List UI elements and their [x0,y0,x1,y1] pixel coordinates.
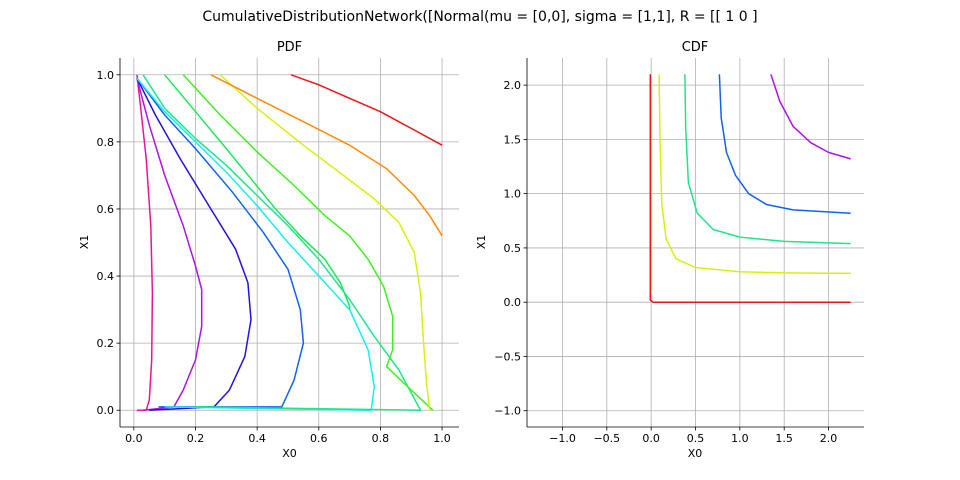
cdf-x-ticks: −1.0 −0.5 0.0 0.5 1.0 1.5 2.0 [549,427,837,445]
cdf-y-axis-label: X1 [475,235,488,250]
pdf-contour-line-3 [136,77,252,411]
figure-title: CumulativeDistributionNetwork([Normal(mu… [202,9,757,25]
cdf-y-tick-label: 0.0 [504,296,522,309]
pdf-y-tick-label: 0.4 [97,270,115,283]
pdf-contour-line-7 [164,74,351,310]
pdf-contour-line-2 [136,77,203,411]
pdf-x-tick-label: 0.6 [310,432,328,445]
cdf-y-tick-label: −1.0 [494,405,521,418]
pdf-contour-line-8 [182,74,434,411]
cdf-x-tick-label: −1.0 [549,432,576,445]
cdf-contour-line-4 [718,74,851,214]
pdf-contour-line-6 [142,74,422,411]
cdf-y-tick-label: 0.5 [504,242,522,255]
cdf-contour-line-1 [649,74,851,303]
cdf-x-tick-label: 2.0 [820,432,838,445]
cdf-contour-line-2 [658,74,851,275]
pdf-contour-line-9 [219,74,431,411]
cdf-y-ticks: −1.0 −0.5 0.0 0.5 1.0 1.5 2.0 [494,79,527,418]
cdf-contour-line-5 [770,74,851,160]
pdf-contour-line-1 [136,74,154,411]
cdf-y-tick-label: −0.5 [494,350,521,363]
pdf-y-tick-label: 0.2 [97,337,115,350]
pdf-y-tick-label: 0.0 [97,404,115,417]
cdf-contours [649,74,851,303]
pdf-axes: PDF 0.0 0.2 0.4 0.6 0.8 1.0 0.0 0.2 0.4 0.6 0.8 1.… [78,40,459,460]
pdf-y-ticks: 0.0 0.2 0.4 0.6 0.8 1.0 [97,69,120,417]
pdf-y-tick-label: 0.8 [97,136,115,149]
cdf-y-tick-label: 1.0 [504,188,522,201]
cdf-axes: CDF −1.0 −0.5 0.0 0.5 1.0 1.5 2.0 −1.0 −0.5 0.0 0… [475,40,864,460]
pdf-y-axis-label: X1 [78,235,91,250]
pdf-contour-line-11 [290,74,443,146]
cdf-x-tick-label: 1.5 [775,432,793,445]
cdf-y-tick-label: 2.0 [504,79,522,92]
cdf-x-tick-label: 0.5 [687,432,705,445]
cdf-y-tick-label: 1.5 [504,133,522,146]
cdf-x-tick-label: 0.0 [642,432,660,445]
cdf-title: CDF [682,40,709,55]
pdf-y-tick-label: 1.0 [97,69,115,82]
pdf-y-tick-label: 0.6 [97,203,115,216]
pdf-x-tick-label: 0.0 [125,432,143,445]
cdf-x-axis-label: X0 [688,447,703,460]
pdf-title: PDF [277,40,302,55]
pdf-x-tick-label: 0.4 [248,432,266,445]
pdf-x-tick-label: 0.2 [187,432,205,445]
pdf-contour-line-5 [136,77,376,411]
pdf-x-axis-label: X0 [282,447,297,460]
pdf-spines [119,58,459,428]
pdf-x-tick-label: 0.8 [372,432,390,445]
pdf-contour-line-10 [210,74,443,237]
pdf-contour-line-4 [136,77,305,408]
cdf-x-tick-label: 1.0 [731,432,749,445]
cdf-contour-line-3 [684,74,851,245]
pdf-x-ticks: 0.0 0.2 0.4 0.6 0.8 1.0 [125,427,451,445]
cdf-x-tick-label: −0.5 [593,432,620,445]
pdf-x-tick-label: 1.0 [433,432,451,445]
pdf-contours [136,74,443,411]
